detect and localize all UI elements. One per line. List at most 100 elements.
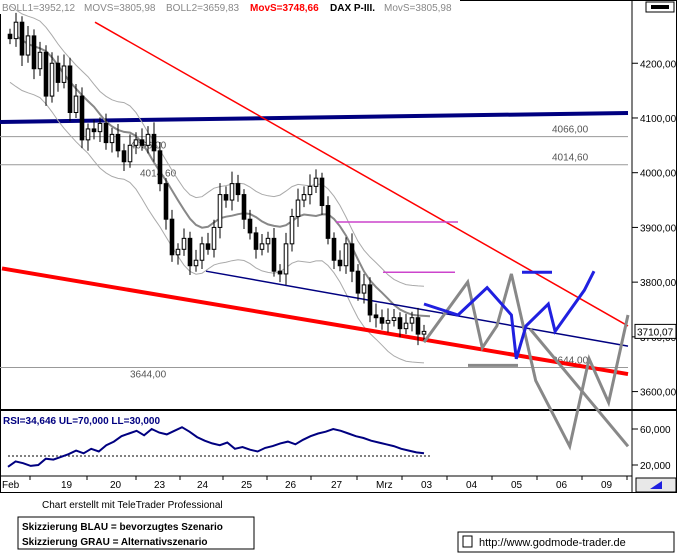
url-box[interactable] (457, 531, 675, 553)
candle-body (241, 194, 247, 220)
credit-text: Chart erstellt mit TeleTrader Profession… (42, 500, 223, 511)
candle-body (295, 199, 301, 217)
candle-body (397, 317, 403, 330)
price-tick-label: 3600,00 (640, 388, 677, 399)
candle-body (85, 128, 91, 141)
candle-body (415, 317, 421, 335)
bollinger-lower (9, 81, 425, 364)
price-tick-label: 4000,00 (640, 169, 677, 180)
candle-body (337, 259, 343, 267)
current-value-label: 3710,07 (637, 327, 674, 338)
header-movs1: MOVS=3805,98 (84, 3, 156, 14)
candle-body (283, 243, 289, 275)
price-tick-label: 3800,00 (640, 278, 677, 289)
time-tick-label: 06 (556, 480, 568, 491)
red-down-trendline (94, 21, 629, 327)
rsi-tick-label: 20,000 (640, 461, 671, 472)
candle-body (157, 150, 163, 185)
header-title: DAX P-III. (330, 3, 375, 14)
price-tick-label: 4200,00 (640, 59, 677, 70)
legend-gray: Skizzierung GRAU = Alternativszenario (22, 537, 208, 548)
rsi-label-bg (2, 414, 172, 426)
gray-scenario-drop (528, 327, 630, 448)
candle-body (391, 317, 397, 321)
rsi-tick-label: 60,000 (640, 425, 671, 436)
candle-body (103, 122, 109, 144)
candle-body (121, 150, 127, 163)
candles (7, 12, 427, 346)
candle-body (289, 215, 295, 245)
candle-body (31, 35, 37, 70)
candle-body (385, 319, 391, 324)
navy-trendline (205, 270, 629, 347)
candle-body (343, 243, 349, 267)
scroll-handle-grip (651, 5, 669, 9)
candle-body (211, 226, 217, 250)
url-text[interactable]: http://www.godmode-trader.de (479, 537, 626, 549)
header-boll1: BOLL1=3952,12 (2, 3, 76, 14)
candle-body (145, 133, 151, 146)
candle-body (7, 33, 13, 40)
header-movs-red: MovS=3748,66 (250, 3, 319, 14)
candle-body (301, 194, 307, 201)
level-label-right-1: 4066,00 (552, 125, 589, 136)
candle-body (205, 243, 211, 250)
candle-body (217, 194, 223, 228)
candle-body (403, 322, 409, 330)
candle-body (43, 51, 49, 97)
candle-body (349, 243, 355, 272)
candle-body (409, 317, 415, 324)
candle-body (193, 259, 199, 267)
time-tick-label: 03 (421, 480, 433, 491)
candle-body (73, 95, 79, 114)
level-label-right-3: 3644,00 (552, 356, 589, 367)
moving-average (15, 34, 431, 318)
time-tick-label: 27 (331, 480, 343, 491)
candle-body (25, 35, 31, 56)
time-tick-label: Mrz (376, 480, 393, 491)
candle-body (313, 177, 319, 187)
time-tick-label: 20 (110, 480, 122, 491)
time-tick-label: 19 (61, 480, 73, 491)
trend-lines (1, 21, 629, 377)
scenarios (422, 270, 630, 451)
candle-body (229, 183, 235, 201)
legend-box (17, 516, 255, 550)
copy-icon (462, 535, 473, 548)
candle-body (139, 139, 145, 146)
header-boll2: BOLL2=3659,83 (166, 3, 240, 14)
price-tick-label: 3900,00 (640, 223, 677, 234)
candle-body (127, 144, 133, 163)
legend-blue: Skizzierung BLAU = bevorzugtes Szenario (22, 522, 223, 533)
candle-body (253, 232, 259, 250)
candle-body (133, 139, 139, 146)
blue-scenario-path (423, 270, 596, 360)
header-bg (0, 0, 460, 14)
candle-body (247, 218, 253, 234)
candle-body (61, 65, 67, 83)
time-axis: Feb 19 20 23 24 25 26 27 Mrz 03 04 05 06 09 (2, 476, 628, 491)
price-axis: 4200,004100,004000,003900,003800,003700,… (632, 59, 677, 399)
candle-body (319, 177, 325, 207)
red-support-line (1, 266, 629, 377)
candle-body (265, 237, 271, 245)
candle-body (367, 284, 373, 316)
candle-body (151, 133, 157, 152)
candle-body (49, 62, 55, 97)
candle-body (13, 21, 19, 40)
level-label-left-3: 3644,00 (130, 370, 167, 381)
candle-body (19, 21, 25, 56)
time-tick-label: 05 (511, 480, 523, 491)
time-tick-label: 09 (601, 480, 613, 491)
time-tick-label: 24 (197, 480, 209, 491)
candle-body (421, 330, 427, 335)
time-tick-label: 26 (285, 480, 297, 491)
current-value-box (634, 323, 677, 339)
candle-body (259, 243, 265, 250)
candle-body (115, 133, 121, 152)
candle-body (175, 248, 181, 256)
candle-body (235, 183, 241, 196)
candle-body (109, 133, 115, 144)
gray-scenario-path (422, 273, 630, 451)
